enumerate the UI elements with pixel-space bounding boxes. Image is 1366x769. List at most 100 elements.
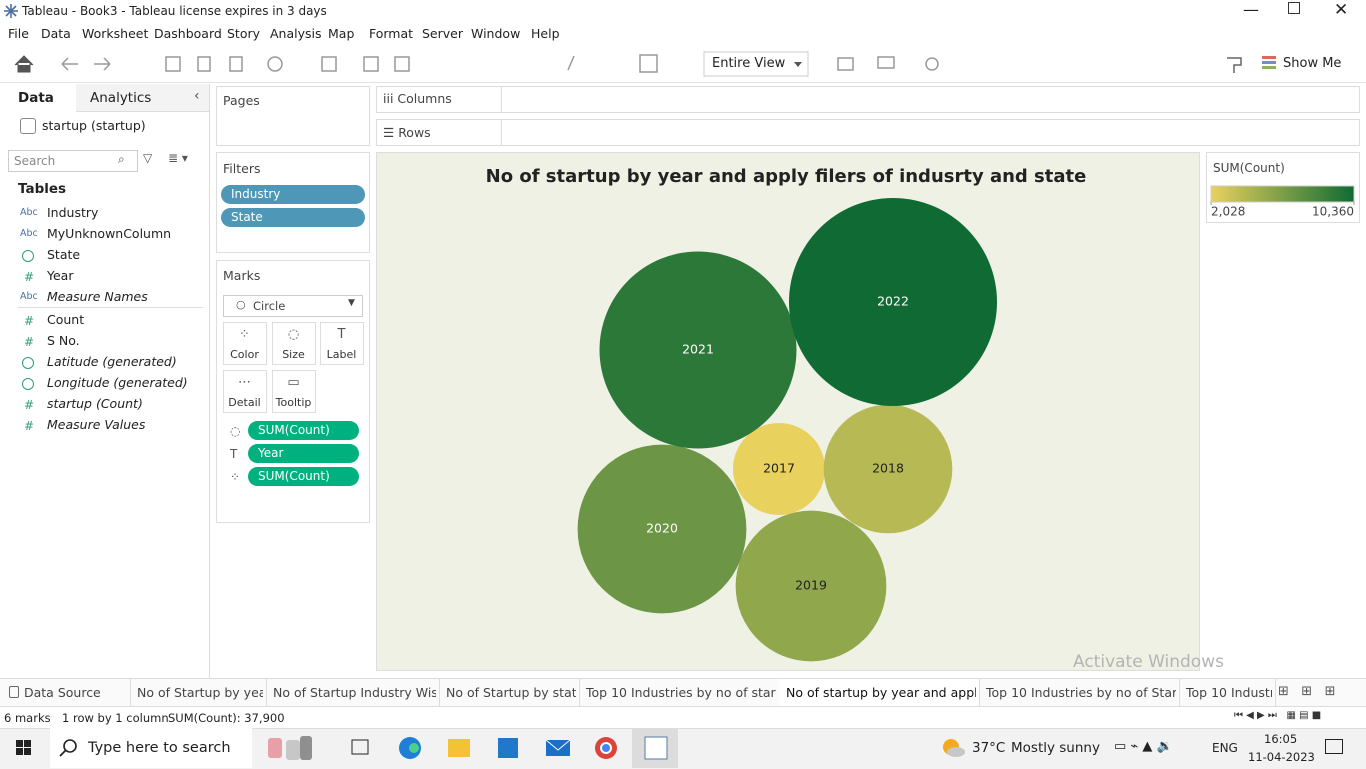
pages-label: Pages <box>223 93 260 108</box>
tables-heading: Tables <box>18 181 67 197</box>
clock-time: 16:05 <box>1264 732 1298 746</box>
geo-icon <box>22 357 34 369</box>
menu-item[interactable]: Server <box>422 26 463 41</box>
mark-pill[interactable]: SUM(Count) <box>248 467 359 486</box>
sheet-tab[interactable] <box>979 679 1180 706</box>
field[interactable]: Latitude (generated) <box>47 354 177 369</box>
sheet-tab[interactable] <box>0 679 131 706</box>
sheet-tab-label[interactable]: No of startup by year and appl... <box>786 685 976 700</box>
data-source[interactable]: startup (startup) <box>42 118 146 133</box>
sheet-tab[interactable] <box>130 679 267 706</box>
analytics-tab[interactable]: Analytics <box>90 90 152 106</box>
mark-type-dropdown[interactable] <box>223 295 363 317</box>
field-type: # <box>24 270 35 284</box>
clock-date: 11-04-2023 <box>1248 750 1315 764</box>
menu-item[interactable]: Data <box>41 26 71 41</box>
notifications[interactable] <box>1325 739 1343 754</box>
field[interactable]: Measure Names <box>47 289 148 304</box>
sheet-tab-label[interactable]: Top 10 Industries by no of Start... <box>986 685 1176 700</box>
mark-pill[interactable]: SUM(Count) <box>248 421 359 440</box>
watermark: Activate Windows <box>1073 652 1224 672</box>
legend-tick-label: 10,360 <box>1312 205 1354 219</box>
mark-button[interactable] <box>223 370 267 413</box>
view-icon[interactable]: ≣ ▾ <box>168 151 188 165</box>
source-icon <box>20 118 36 134</box>
sheet-tab-label[interactable]: Top 10 Industries by no of startup <box>586 685 776 700</box>
close[interactable]: ✕ <box>1334 0 1349 20</box>
filter-icon[interactable]: ▽ <box>143 151 153 165</box>
data-tab[interactable]: Data <box>18 90 54 106</box>
menu-item[interactable]: Analysis <box>270 26 322 41</box>
field[interactable]: MyUnknownColumn <box>47 226 172 241</box>
geo-icon <box>22 378 34 390</box>
sheet-tab-label[interactable]: No of Startup by year <box>137 685 263 700</box>
new-sheet-buttons[interactable]: ⊞ ⊞ ⊞ <box>1278 684 1336 699</box>
filter-pill[interactable]: State <box>221 208 365 227</box>
menu-item[interactable]: Dashboard <box>154 26 222 41</box>
taskbar-search[interactable]: Type here to search <box>88 740 231 756</box>
geo-icon <box>22 250 34 262</box>
columns-label: iii Columns <box>383 91 452 106</box>
sheet-tab[interactable] <box>266 679 440 706</box>
chart-title: No of startup by year and apply filers o… <box>486 166 1087 187</box>
sheet-tab[interactable] <box>779 679 980 706</box>
mark-button-icon: ◌ <box>287 327 300 342</box>
mark-button[interactable] <box>272 370 316 413</box>
mark-button[interactable] <box>272 322 316 365</box>
field-type: Abc <box>20 228 38 239</box>
mark-pill[interactable]: Year <box>248 444 359 463</box>
bubble <box>789 198 997 406</box>
field[interactable]: Measure Values <box>47 417 146 432</box>
field[interactable]: Longitude (generated) <box>47 375 188 390</box>
sheet-tab[interactable] <box>1179 679 1276 706</box>
menu-item[interactable]: Worksheet <box>82 26 149 41</box>
pages-shelf <box>216 86 370 146</box>
sheet-tab-label[interactable]: No of Startup Industry Wise <box>273 685 436 700</box>
mark-button-label: Label <box>326 348 357 361</box>
mark-button-label: Tooltip <box>275 396 312 409</box>
bubble-label: 2021 <box>682 342 714 357</box>
analytics-tab-bg <box>76 84 209 112</box>
mark-button[interactable] <box>320 322 364 365</box>
sheet-tab[interactable] <box>439 679 580 706</box>
sheet-tab-label[interactable]: Data Source <box>24 685 101 700</box>
menu-item[interactable]: Map <box>328 26 355 41</box>
temperature: 37°C <box>972 740 1006 756</box>
show-me[interactable]: Show Me <box>1283 56 1342 71</box>
menu-item[interactable]: File <box>8 26 29 41</box>
restore[interactable] <box>1288 2 1300 14</box>
app-icon <box>4 4 18 18</box>
field[interactable]: State <box>47 247 81 262</box>
sheet-tab-label[interactable]: No of Startup by state <box>446 685 576 700</box>
search-box[interactable] <box>8 150 138 172</box>
minimize[interactable]: — <box>1243 0 1259 19</box>
field[interactable]: Year <box>47 268 74 283</box>
window-title: Tableau - Book3 - Tableau license expire… <box>22 4 327 18</box>
divider <box>501 86 502 112</box>
search-placeholder: Search <box>14 154 56 168</box>
status-marks: 6 marks <box>4 711 51 725</box>
field[interactable]: startup (Count) <box>47 396 143 411</box>
status-bar <box>0 706 1366 729</box>
field[interactable]: S No. <box>47 333 80 348</box>
field[interactable]: Count <box>47 312 85 327</box>
menu-item[interactable]: Window <box>471 26 521 41</box>
filters-label: Filters <box>223 161 261 176</box>
menu-item[interactable]: Story <box>227 26 261 41</box>
legend-ramp: 2,028 10,360 <box>1210 185 1355 219</box>
sheet-tab-label[interactable]: Top 10 Industry <box>1186 685 1272 700</box>
field-type: # <box>24 335 35 349</box>
collapse[interactable]: ‹ <box>194 88 200 104</box>
sheet-nav[interactable]: ⏮ ◀ ▶ ⏭ ▦ ▤ ■ <box>1234 710 1322 721</box>
filter-pill[interactable]: Industry <box>221 185 365 204</box>
view-mode[interactable]: Entire View <box>712 56 786 71</box>
field[interactable]: Industry <box>47 205 99 220</box>
rows-shelf <box>376 119 1360 146</box>
marks-label: Marks <box>223 268 261 283</box>
menu-item[interactable]: Help <box>531 26 560 41</box>
menu-item[interactable]: Format <box>369 26 414 41</box>
mark-type-icon: ○ <box>236 298 246 311</box>
mark-button[interactable] <box>223 322 267 365</box>
